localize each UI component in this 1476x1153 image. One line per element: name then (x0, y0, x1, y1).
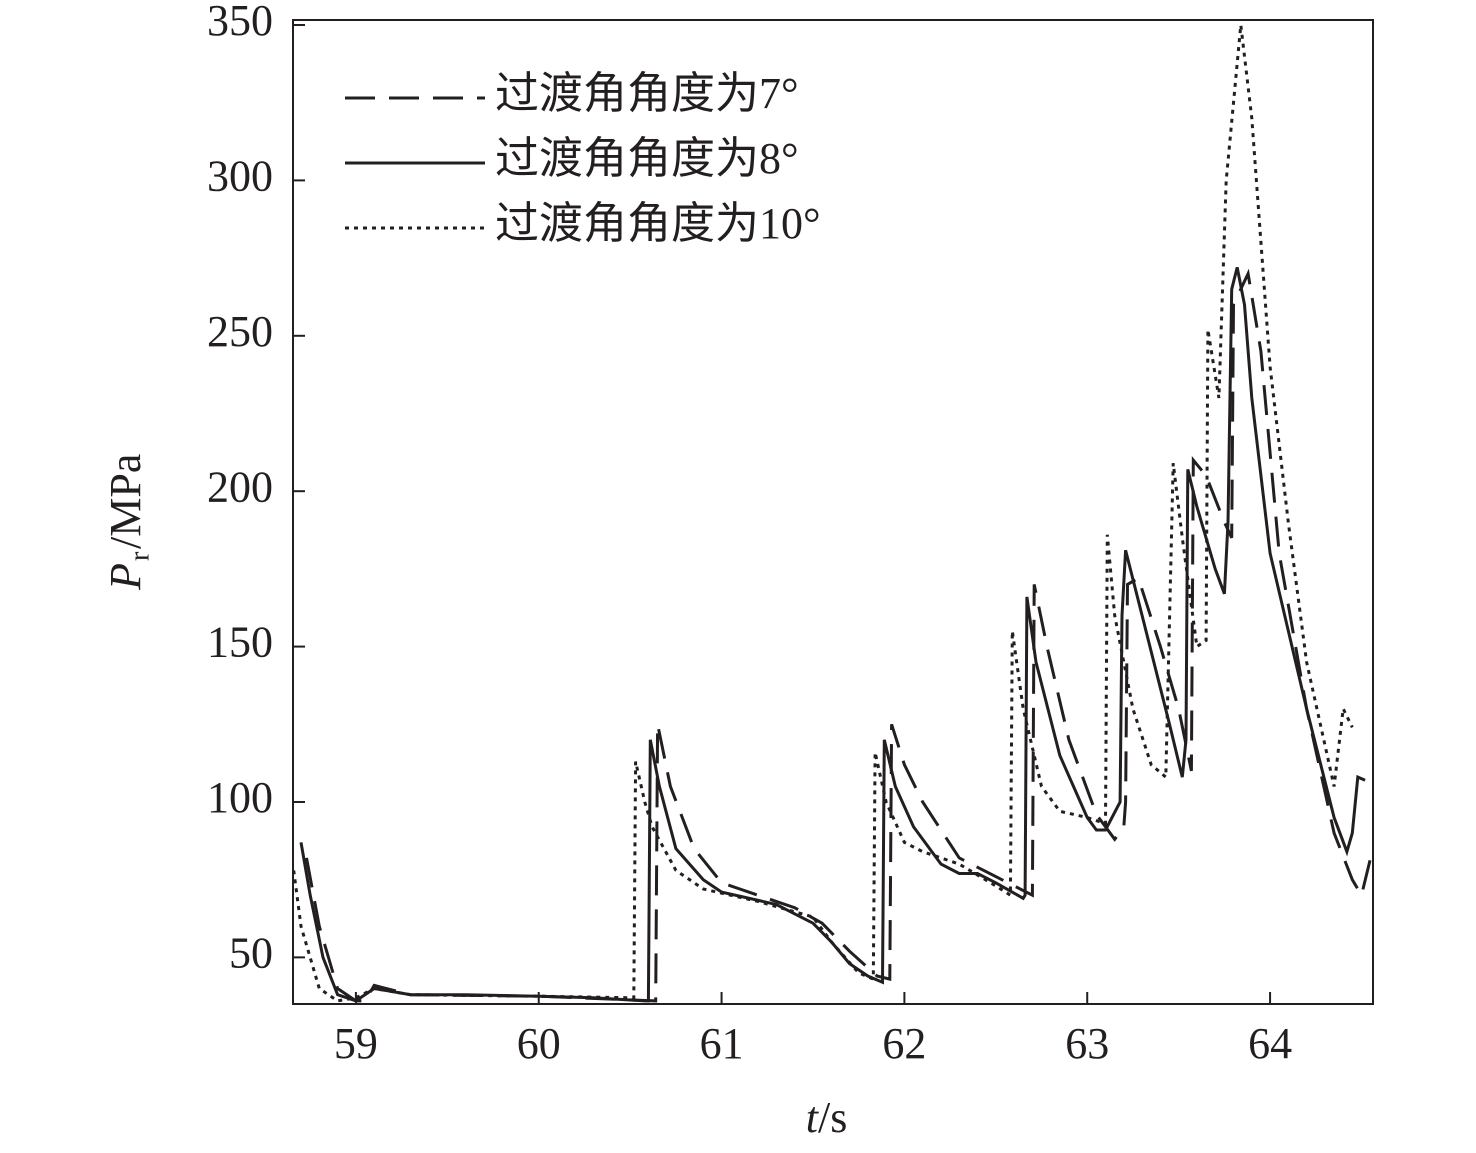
y-tick-label: 50 (229, 928, 273, 977)
x-tick-label: 61 (700, 1019, 744, 1068)
plot-lines (293, 24, 1373, 1003)
legend-label: 过渡角角度为10° (495, 199, 821, 248)
x-label-unit: /s (818, 1093, 847, 1142)
series-line (293, 24, 1354, 1003)
x-tick-label: 59 (334, 1019, 378, 1068)
y-label-unit: /MPa (101, 454, 150, 549)
legend-label: 过渡角角度为8° (495, 134, 799, 183)
y-tick-label: 200 (207, 462, 273, 511)
legend-label: 过渡角角度为7° (495, 69, 799, 118)
y-tick-label: 150 (207, 618, 273, 667)
series-line (299, 267, 1366, 1003)
x-tick-label: 62 (882, 1019, 926, 1068)
y-tick-label: 300 (207, 151, 273, 200)
y-label-symbol: P (101, 563, 150, 591)
y-tick-label: 250 (207, 307, 273, 356)
x-tick-label: 64 (1248, 1019, 1292, 1068)
y-label-subscript: r (124, 551, 155, 561)
y-tick-label: 100 (207, 773, 273, 822)
y-axis-label: P r /MPa (101, 454, 155, 591)
plot-frame (292, 19, 1374, 1005)
y-tick-label: 350 (207, 0, 273, 45)
x-label-symbol: t (806, 1093, 820, 1142)
series-line (305, 268, 1373, 1003)
x-axis-label: t /s (806, 1093, 848, 1142)
x-tick-label: 60 (517, 1019, 561, 1068)
x-tick-label: 63 (1065, 1019, 1109, 1068)
